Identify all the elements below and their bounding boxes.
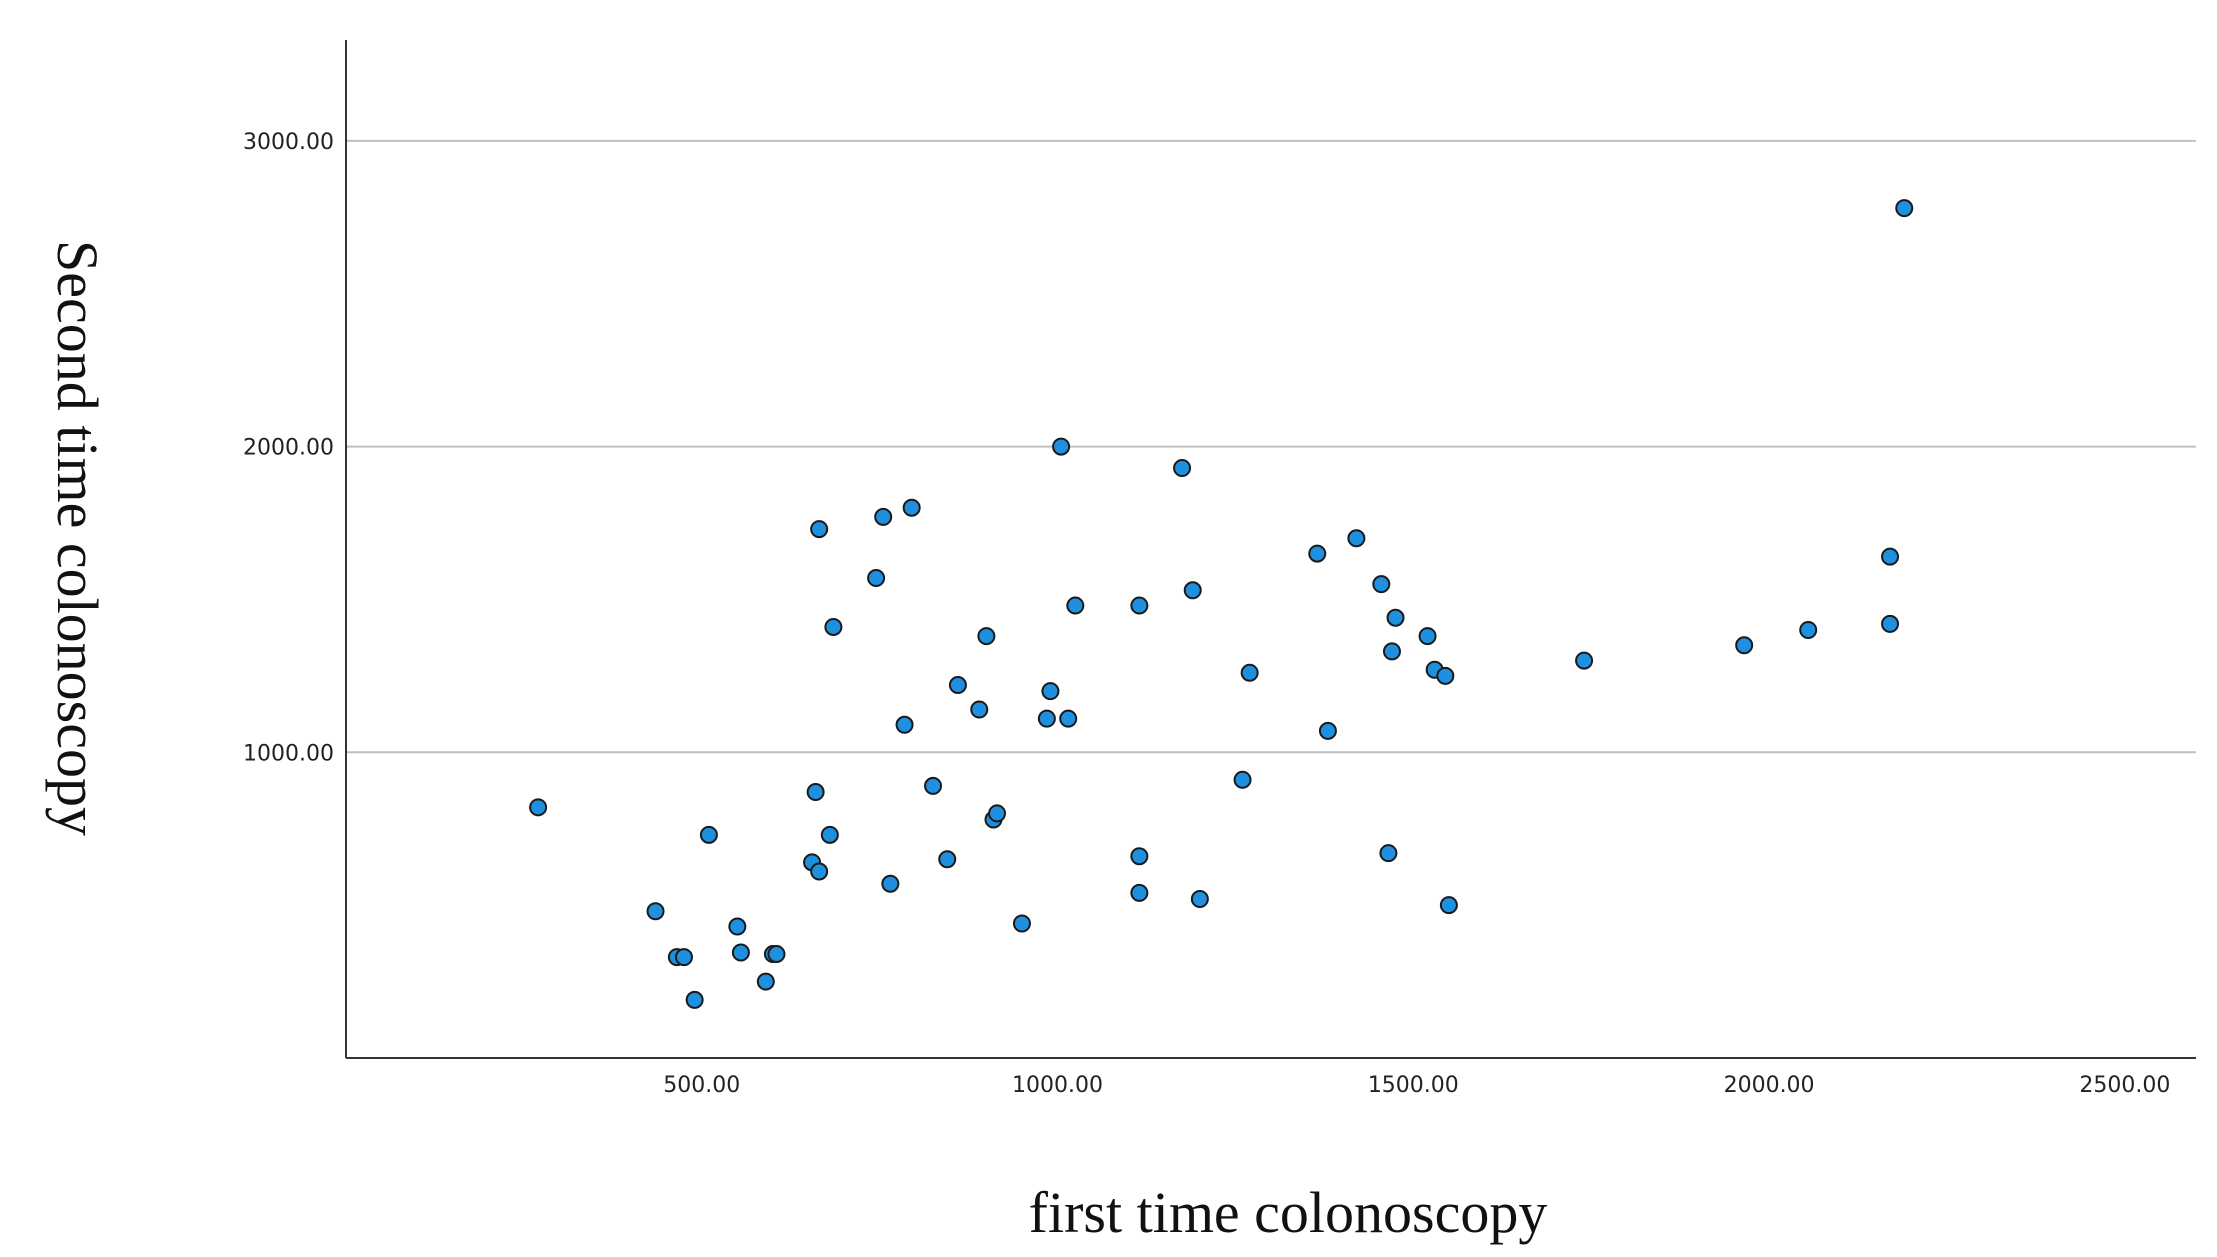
data-point [1439,896,1458,915]
data-point [529,798,548,817]
x-tick-label: 500.00 [663,1073,740,1098]
data-point [806,783,825,802]
data-point [1052,437,1071,456]
data-points [529,199,1914,1009]
x-tick-label: 2000.00 [1724,1073,1815,1098]
data-point [756,972,775,991]
data-point [767,945,786,964]
x-axis-title: first time colonoscopy [1029,1180,1548,1245]
data-point [1059,709,1078,728]
data-point [1347,529,1366,548]
data-point [1799,621,1818,640]
y-tick-label: 1000.00 [243,741,334,766]
data-point [728,917,747,936]
data-point [988,804,1007,823]
data-point [1066,596,1085,615]
data-point [1308,544,1327,563]
data-point [1318,721,1337,740]
x-tick-labels: 500.00 1000.00 1500.00 2000.00 2500.00 [663,1073,2170,1098]
data-point [1012,914,1031,933]
data-point [820,825,839,844]
data-point [1881,614,1900,633]
data-point [810,520,829,539]
data-point [1418,627,1437,646]
data-point [1436,666,1455,685]
data-point [1735,636,1754,655]
data-point [674,948,693,967]
data-point [1386,608,1405,627]
data-point [1037,709,1056,728]
data-point [902,498,921,517]
data-point [938,850,957,869]
data-point [824,617,843,636]
data-point [1575,651,1594,670]
data-point [1240,663,1259,682]
data-point [1379,844,1398,863]
data-point [867,569,886,588]
data-point [1372,575,1391,594]
data-point [1382,642,1401,661]
y-tick-labels: 1000.00 2000.00 3000.00 [243,130,334,766]
data-point [1233,770,1252,789]
data-point [1881,547,1900,566]
y-tick-label: 2000.00 [243,436,334,461]
data-point [1041,682,1060,701]
y-axis-title: Second time colonoscopy [45,240,110,836]
data-point [646,902,665,921]
data-point [874,507,893,526]
data-point [1895,199,1914,218]
data-point [1130,596,1149,615]
data-point [977,627,996,646]
y-tick-label: 3000.00 [243,130,334,155]
data-point [1130,847,1149,866]
data-point [1190,890,1209,909]
data-point [731,943,750,962]
data-point [895,715,914,734]
data-point [685,990,704,1009]
x-tick-label: 1000.00 [1012,1073,1103,1098]
data-point [699,825,718,844]
data-point [810,862,829,881]
data-point [881,874,900,893]
data-point [948,676,967,695]
x-tick-label: 2500.00 [2079,1073,2170,1098]
data-point [924,776,943,795]
data-point [1183,581,1202,600]
data-point [970,700,989,719]
x-tick-label: 1500.00 [1368,1073,1459,1098]
data-point [1130,883,1149,902]
gridlines [346,139,2196,754]
data-point [1173,458,1192,477]
